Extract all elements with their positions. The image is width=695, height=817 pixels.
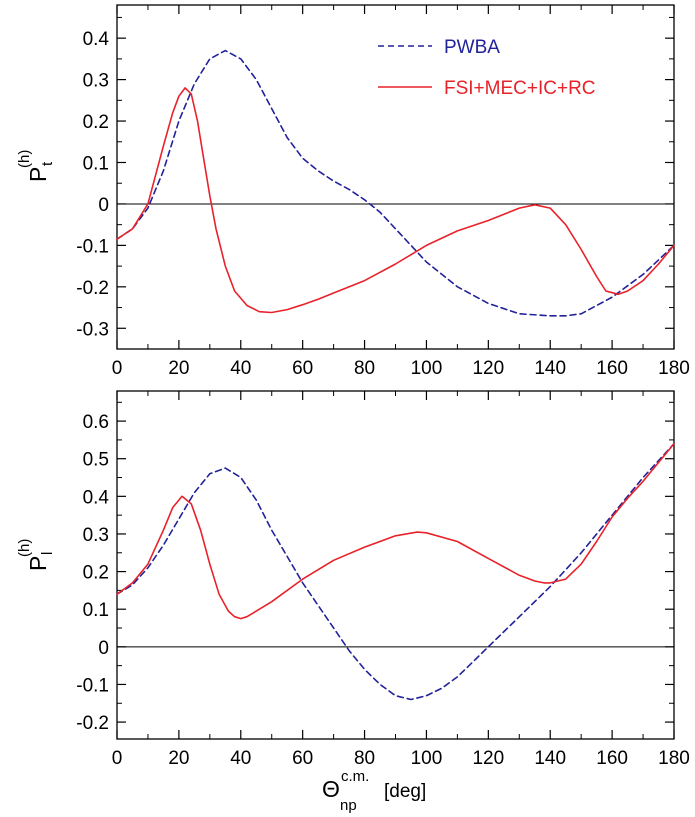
y-tick-label: -0.1 — [76, 675, 109, 696]
top-ylabel-main: P — [25, 167, 51, 182]
y-tick-label: 0.4 — [83, 29, 110, 50]
y-tick-label: -0.2 — [76, 713, 109, 734]
x-tick-label: 120 — [472, 358, 504, 379]
y-tick-label: 0.1 — [83, 153, 109, 174]
y-tick-label: 0.3 — [83, 71, 109, 92]
x-tick-label: 40 — [230, 748, 251, 769]
x-tick-label: 160 — [596, 358, 628, 379]
top-ylabel-sup: (h) — [16, 150, 33, 168]
bottom-ticks: 0 20 40 60 80 100 120 140 160 180 -0.2 -0.1 0 0.1 0.2 0… — [76, 391, 690, 769]
x-tick-label: 0 — [112, 748, 123, 769]
bottom-plot-frame — [116, 390, 675, 740]
x-axis-label: Θ c.m. np [deg] — [322, 768, 426, 814]
legend-label-fsi: FSI+MEC+IC+RC — [444, 78, 596, 99]
pwba-series-line-bottom — [116, 442, 675, 701]
y-tick-label: 0.5 — [83, 450, 109, 471]
bottom-series — [116, 442, 675, 701]
bottom-ylabel-sup: (h) — [16, 539, 33, 557]
top-panel: 0 20 40 60 80 100 120 140 160 180 -0.3 -0.2 -0.1 0 0.1… — [16, 4, 690, 379]
x-tick-label: 120 — [472, 748, 504, 769]
x-tick-label: 160 — [596, 748, 628, 769]
xlabel-unit: [deg] — [384, 781, 426, 802]
y-tick-label: 0.3 — [83, 525, 109, 546]
top-ticks: 0 20 40 60 80 100 120 140 160 180 -0.3 -0.2 -0.1 0 0.1… — [76, 5, 690, 379]
y-tick-label: 0 — [98, 195, 109, 216]
y-tick-label: 0.6 — [83, 412, 109, 433]
x-tick-label: 20 — [168, 358, 189, 379]
x-tick-label: 80 — [354, 748, 375, 769]
top-ylabel-sub: t — [39, 161, 56, 166]
x-tick-label: 100 — [411, 358, 443, 379]
pwba-series-line-top — [116, 49, 675, 317]
x-tick-label: 60 — [292, 748, 313, 769]
xlabel-sup: c.m. — [341, 768, 369, 785]
bottom-y-axis-label: P l (h) — [16, 539, 56, 571]
y-tick-label: -0.1 — [76, 236, 109, 257]
y-tick-label: 0 — [98, 638, 109, 659]
y-tick-label: -0.2 — [76, 278, 109, 299]
bottom-ylabel-sub: l — [39, 552, 56, 555]
x-tick-label: 80 — [354, 358, 375, 379]
x-tick-label: 180 — [658, 748, 690, 769]
y-tick-label: 0.2 — [83, 112, 109, 133]
x-tick-label: 140 — [534, 358, 566, 379]
fsi-mec-ic-rc-series-line-bottom — [116, 442, 675, 620]
y-tick-label: -0.3 — [76, 319, 109, 340]
x-tick-label: 100 — [411, 748, 443, 769]
x-tick-label: 60 — [292, 358, 313, 379]
legend-label-pwba: PWBA — [444, 37, 500, 58]
xlabel-sub: np — [340, 797, 357, 814]
x-tick-label: 0 — [112, 358, 123, 379]
top-series — [116, 49, 675, 317]
y-tick-label: 0.1 — [83, 600, 109, 621]
y-tick-label: 0.4 — [83, 487, 110, 508]
legend: PWBA FSI+MEC+IC+RC — [378, 37, 596, 99]
bottom-ylabel-main: P — [25, 556, 51, 571]
x-tick-label: 20 — [168, 748, 189, 769]
x-tick-label: 180 — [658, 358, 690, 379]
y-tick-label: 0.2 — [83, 563, 109, 584]
x-tick-label: 40 — [230, 358, 251, 379]
top-plot-frame — [116, 4, 675, 350]
bottom-panel: 0 20 40 60 80 100 120 140 160 180 -0.2 -0.1 0 0.1 0.2 0… — [16, 390, 690, 814]
fsi-mec-ic-rc-series-line-top — [116, 87, 675, 314]
x-tick-label: 140 — [534, 748, 566, 769]
xlabel-main: Θ — [322, 776, 340, 802]
top-y-axis-label: P t (h) — [16, 150, 56, 182]
